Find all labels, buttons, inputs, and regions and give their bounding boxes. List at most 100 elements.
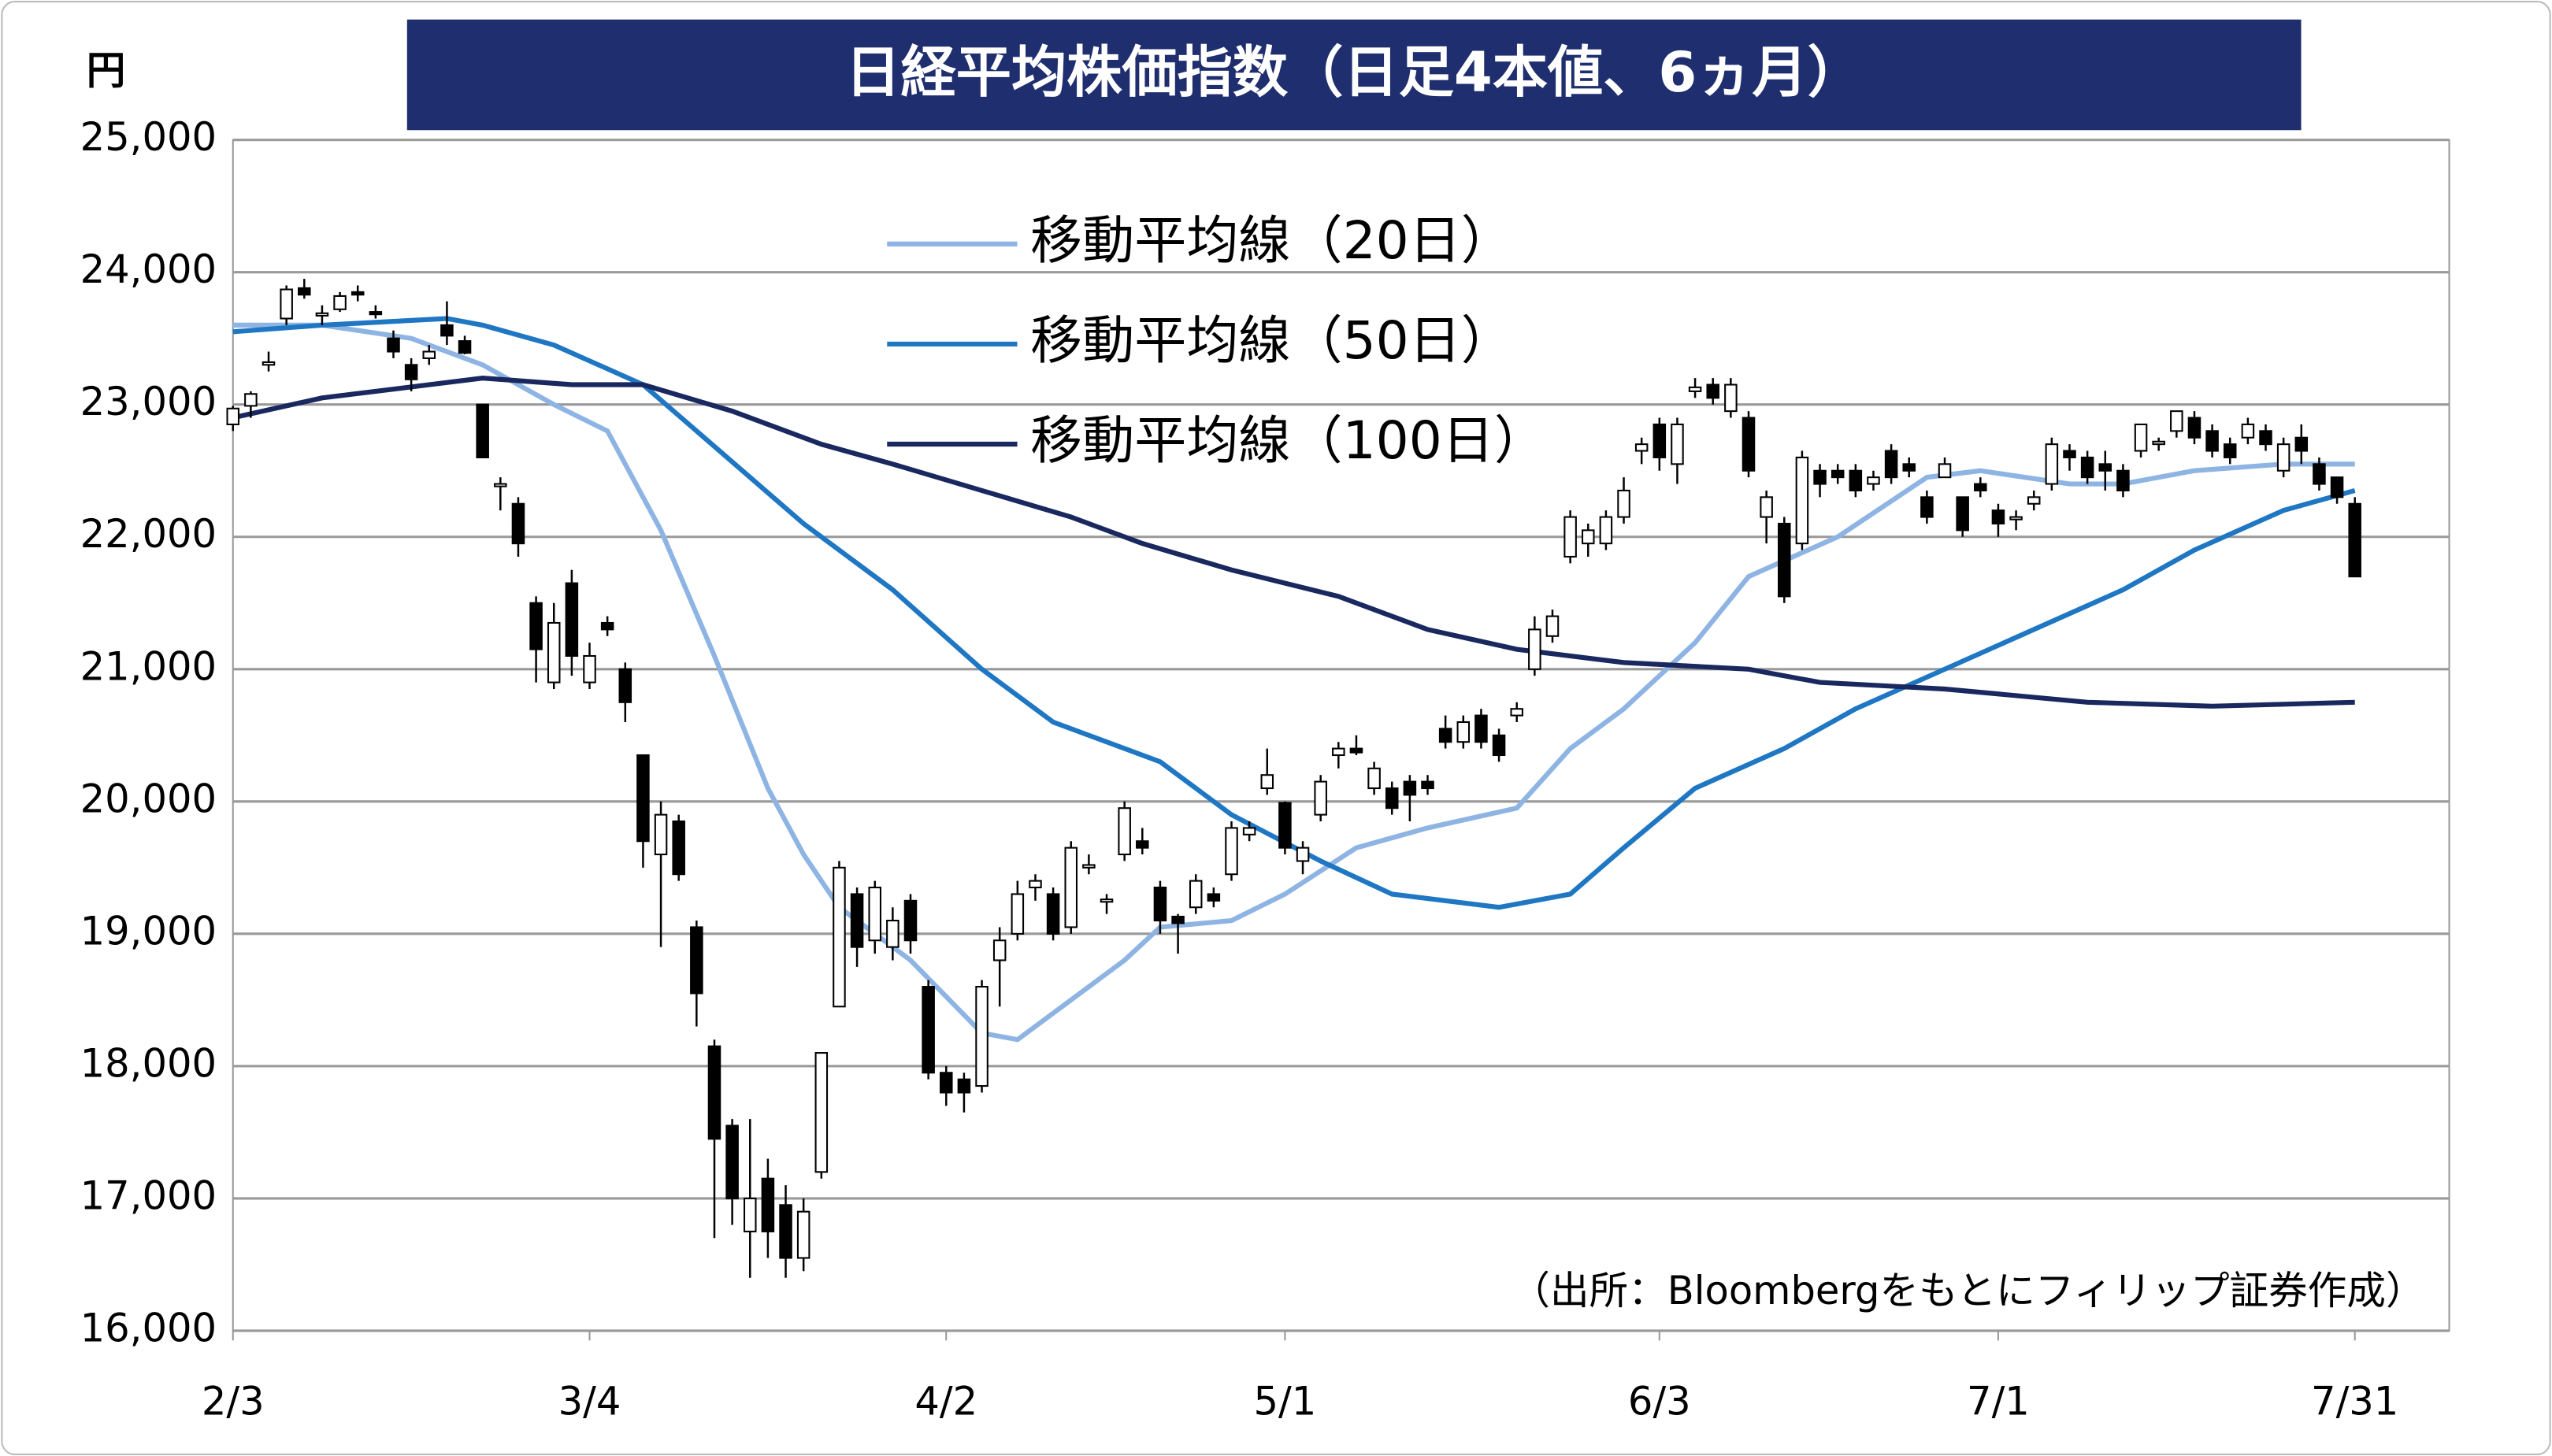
y-tick-label: 19,000 bbox=[80, 908, 217, 954]
candle-body bbox=[2205, 430, 2219, 452]
candle-body bbox=[1599, 516, 1613, 545]
candle-body bbox=[440, 324, 454, 337]
candle-body bbox=[1706, 383, 1719, 399]
candle-body bbox=[387, 337, 400, 353]
candle-body bbox=[1278, 802, 1292, 849]
legend-label: 移動平均線（50日） bbox=[1030, 310, 1513, 371]
y-tick-label: 21,000 bbox=[80, 643, 217, 689]
candle-body bbox=[2330, 476, 2344, 498]
candle-body bbox=[511, 502, 525, 545]
candle-body bbox=[1029, 880, 1042, 889]
candle-body bbox=[1760, 496, 1773, 518]
candle-body bbox=[1064, 847, 1078, 928]
candle-body bbox=[583, 654, 596, 684]
candle-body bbox=[761, 1177, 775, 1232]
candle-body bbox=[1795, 456, 1809, 545]
candle-body bbox=[1438, 728, 1452, 743]
candle-body bbox=[1492, 734, 1506, 757]
candle-body bbox=[1634, 443, 1649, 452]
candle-body bbox=[1260, 774, 1274, 790]
candle-body bbox=[1652, 423, 1667, 458]
candle-body bbox=[351, 291, 365, 296]
candle-body bbox=[1528, 628, 1541, 670]
candle-body bbox=[654, 813, 668, 856]
candle-body bbox=[404, 364, 418, 380]
candle-body bbox=[957, 1078, 971, 1094]
candle-body bbox=[1884, 450, 1898, 479]
candle-body bbox=[1956, 496, 1969, 532]
candle-body bbox=[1314, 780, 1327, 816]
candle-body bbox=[1100, 898, 1114, 903]
candle-body bbox=[2009, 516, 2023, 521]
candle-body bbox=[903, 899, 918, 942]
candle-body bbox=[600, 621, 614, 631]
candle-body bbox=[1617, 489, 1630, 518]
candle-body bbox=[1510, 708, 1523, 717]
source-note: （出所：Bloombergをもとにフィリップ証券作成） bbox=[1511, 1268, 2424, 1313]
title-box bbox=[406, 19, 2302, 131]
y-tick-label: 18,000 bbox=[80, 1040, 217, 1086]
candle-body bbox=[333, 295, 347, 310]
legend-label: 移動平均線（20日） bbox=[1030, 210, 1513, 271]
candle-body bbox=[1581, 529, 1595, 545]
candle-body bbox=[636, 754, 650, 843]
candle-body bbox=[1671, 423, 1684, 465]
candle-body bbox=[814, 1052, 829, 1173]
y-tick-label: 16,000 bbox=[80, 1305, 217, 1350]
candle-body bbox=[1332, 747, 1345, 757]
candle-body bbox=[1403, 780, 1417, 796]
candle-body bbox=[886, 920, 900, 948]
candle-body bbox=[1082, 864, 1096, 869]
candle-body bbox=[1118, 807, 1131, 856]
y-tick-label: 25,000 bbox=[80, 114, 217, 160]
candle-body bbox=[280, 288, 293, 320]
moving-average-line bbox=[232, 376, 2355, 709]
candle-body bbox=[1367, 767, 1381, 790]
x-tick-label: 5/1 bbox=[1254, 1378, 1317, 1424]
candle-body bbox=[547, 621, 561, 684]
x-tick-label: 2/3 bbox=[202, 1378, 265, 1424]
candle-body bbox=[1225, 827, 1238, 876]
candle-body bbox=[975, 986, 989, 1087]
candle-body bbox=[922, 986, 935, 1074]
candle-body bbox=[940, 1072, 953, 1094]
candle-body bbox=[1831, 469, 1845, 479]
candle-body bbox=[226, 407, 240, 425]
moving-average-line bbox=[232, 316, 2356, 910]
candle-body bbox=[2313, 463, 2326, 485]
candle-body bbox=[1421, 780, 1434, 790]
candle-body bbox=[1153, 886, 1167, 922]
candle-body bbox=[779, 1204, 792, 1259]
x-tick-label: 4/2 bbox=[914, 1378, 977, 1424]
candle-body bbox=[2134, 423, 2148, 452]
candle-body bbox=[2027, 496, 2041, 505]
candle-body bbox=[1474, 714, 1488, 743]
candle-body bbox=[1046, 893, 1060, 935]
candle-body bbox=[2063, 450, 2076, 458]
candle-body bbox=[458, 340, 472, 354]
candle-body bbox=[529, 602, 543, 650]
candle-body bbox=[1813, 469, 1827, 485]
candle-body bbox=[1902, 463, 1916, 472]
candle-body bbox=[833, 866, 846, 1008]
candle-body bbox=[743, 1197, 757, 1232]
y-tick-label: 24,000 bbox=[80, 246, 217, 292]
candle-body bbox=[2080, 456, 2094, 479]
candle-body bbox=[369, 311, 383, 316]
candle-body bbox=[262, 361, 276, 366]
candle-body bbox=[1349, 747, 1363, 754]
candle-body bbox=[2276, 443, 2290, 472]
candle-body bbox=[1742, 417, 1756, 472]
candle-body bbox=[1938, 463, 1952, 479]
x-tick-label: 7/1 bbox=[1967, 1378, 2030, 1424]
candle-body bbox=[494, 483, 507, 487]
candle-body bbox=[1545, 615, 1560, 637]
candle-body bbox=[2045, 443, 2059, 485]
y-tick-label: 17,000 bbox=[80, 1173, 217, 1218]
candle-body bbox=[1974, 483, 1987, 491]
candle-body bbox=[1563, 516, 1577, 558]
candle-body bbox=[1136, 840, 1149, 849]
y-unit: 円 bbox=[87, 47, 126, 93]
